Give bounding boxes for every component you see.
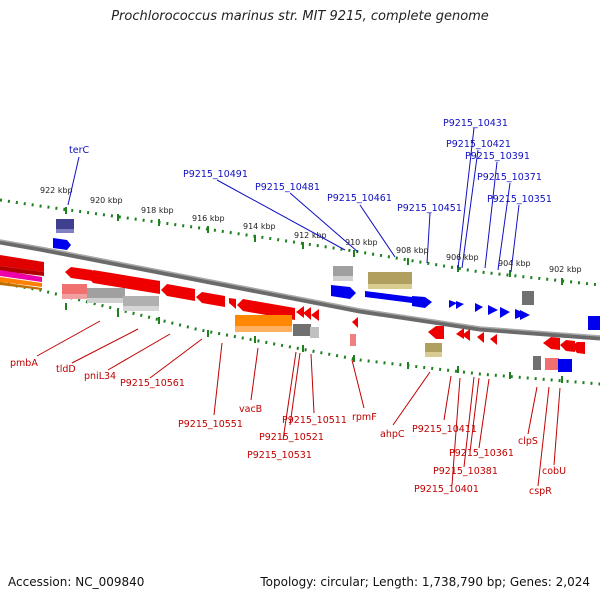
bottom-leader-lines [36,320,561,487]
gene-arrow [560,340,575,352]
gene-box [545,358,559,370]
gene-arrow [490,334,497,345]
gene-arrow [412,296,432,308]
scale-label: 916 kbp [192,214,225,223]
gene-label: cobU [542,466,566,477]
gene-box [588,316,600,330]
gene-label: P9215_10451 [397,203,462,214]
gene-label: P9215_10561 [120,378,185,389]
gene-label: P9215_10491 [183,169,248,180]
scale-label: 920 kbp [90,196,123,205]
scale-major-ticks [65,207,563,383]
gene-arrow [229,298,236,309]
gene-arrow [352,317,358,328]
gene-label: P9215_10521 [259,432,324,443]
accession-text: Accession: NC_009840 [8,575,145,589]
gene-label: P9215_10361 [449,448,514,459]
gene-arrow [311,309,319,321]
gene-label: P9215_10401 [414,484,479,495]
gene-label: pniL34 [84,371,116,382]
gene-box [350,334,356,346]
backbone [0,239,600,341]
gene-label: P9215_10531 [247,450,312,461]
gene-arrow [500,307,510,318]
top-strand-features [53,219,600,330]
map-title: Prochlorococcus marinus str. MIT 9215, c… [111,9,489,24]
gene-arrow [520,310,530,320]
gene-box [558,359,572,372]
gene-box [293,324,311,336]
gene-arrow [87,270,160,294]
gene-arrow [543,337,560,350]
gene-arrow [428,326,444,339]
top-leader-lines [67,127,520,273]
gene-arrow [53,238,71,250]
gene-terC [56,219,74,232]
gene-label: vacB [239,404,262,415]
gene-label: terC [69,145,89,156]
gene-label: P9215_10511 [282,415,347,426]
gene-arrow [331,285,356,299]
gene-arrow [462,329,470,341]
scale-label: 912 kbp [294,231,327,240]
gene-label: P9215_10411 [412,424,477,435]
top-gene-labels: terC P9215_10491 P9215_10481 P9215_10461… [69,118,552,214]
gene-label: P9215_10381 [433,466,498,477]
gene-label: P9215_10421 [446,139,511,150]
gene-arrow [65,267,92,281]
gene-label: P9215_10481 [255,182,320,193]
gene-label: P9215_10431 [443,118,508,129]
scale-label: 904 kbp [498,259,531,268]
bottom-gene-labels: pmbA tldD pniL34 P9215_10561 P9215_10551… [10,358,566,497]
scale-label: 906 kbp [446,253,479,262]
gene-label: ahpC [380,429,405,440]
scale-label: 914 kbp [243,222,276,231]
gene-arrow [475,303,483,312]
gene-label: pmbA [10,358,38,369]
gene-arrow [237,299,295,320]
gene-arrow [161,284,195,301]
gene-arrow [456,301,464,309]
gene-label: cspR [529,486,552,497]
left-feature-bands [0,255,44,290]
gene-arrow [303,307,311,320]
gene-label: P9215_10551 [178,419,243,430]
gene-arrow [196,292,225,307]
gene-arrow [477,332,484,343]
gene-label: P9215_10351 [487,194,552,205]
gene-arrow [488,305,498,315]
genome-summary-text: Topology: circular; Length: 1,738,790 bp… [260,575,590,589]
gene-arrow [296,306,304,318]
gene-label: tldD [56,364,76,375]
bottom-strand-features [62,267,585,372]
gene-arrow [365,291,412,303]
gene-box [235,315,292,328]
gene-box [522,291,534,305]
scale-label: 902 kbp [549,265,582,274]
gene-label: clpS [518,436,538,447]
scale-label: 910 kbp [345,238,378,247]
scale-label: 918 kbp [141,206,174,215]
gene-label: P9215_10371 [477,172,542,183]
gene-box [425,343,442,353]
scale-label: 908 kbp [396,246,429,255]
gene-arrow [456,328,464,339]
gene-label: P9215_10461 [327,193,392,204]
scale-labels: 922 kbp 920 kbp 918 kbp 916 kbp 914 kbp … [40,186,582,274]
gene-label: rpmF [352,412,377,423]
gene-arrow [449,300,457,308]
gene-arrow [572,342,585,354]
gene-label: P9215_10391 [465,151,530,162]
scale-label: 922 kbp [40,186,73,195]
gene-box [533,356,541,370]
